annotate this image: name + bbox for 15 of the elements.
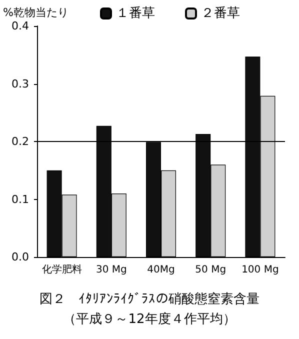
y-tick-label: 0.1 — [12, 192, 29, 206]
text: 図２ ｲﾀﾘｱﾝﾗｲｸﾞﾗｽの硝酸態窒素含量 — [40, 291, 260, 307]
y-tick-label: 0.0 — [12, 250, 29, 264]
x-tick-label: 50 Mg — [195, 264, 226, 276]
text: （平成９～12年度４作平均） — [63, 311, 236, 327]
y-axis-title: %乾物当たり — [3, 6, 68, 19]
y-tick-label: 0.2 — [12, 135, 29, 148]
x-tick-label: 化学肥料 — [42, 264, 82, 276]
x-tick-label: 30 Mg — [96, 264, 127, 276]
legend-label: １番草 — [116, 6, 155, 21]
y-tick-label: 0.4 — [12, 20, 29, 32]
x-tick-label: 40Mg — [147, 264, 175, 276]
x-tick-label: 100 Mg — [242, 264, 279, 276]
legend-label: ２番草 — [201, 6, 240, 21]
y-tick-label: 0.3 — [12, 77, 29, 90]
